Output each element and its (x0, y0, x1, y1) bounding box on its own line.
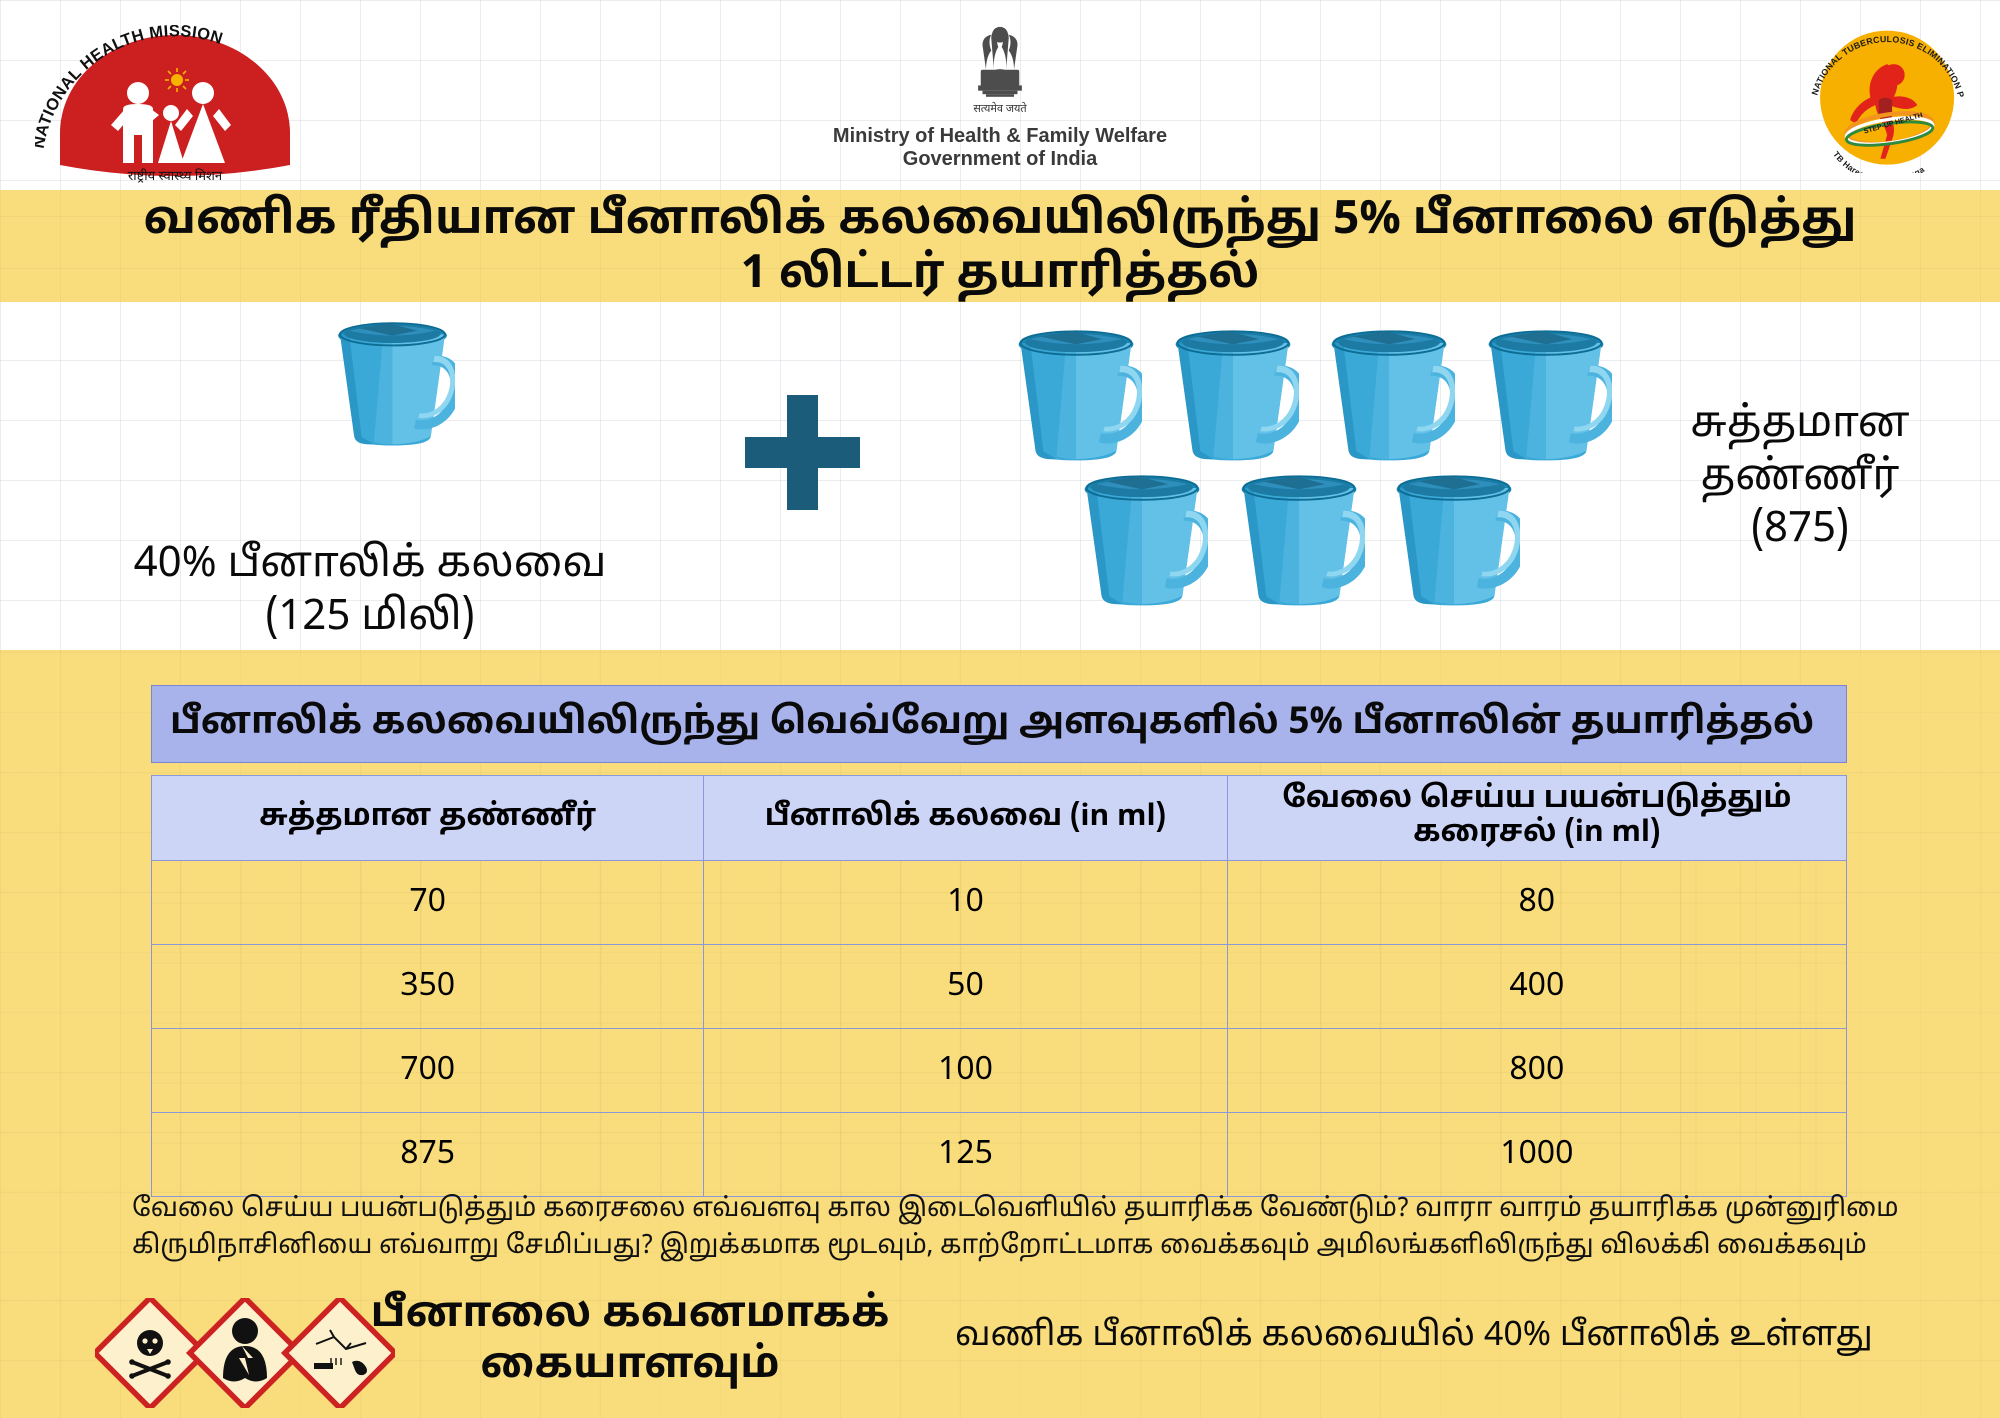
svg-text:राष्ट्रीय स्वास्थ्य मिशन: राष्ट्रीय स्वास्थ्य मिशन (128, 168, 223, 185)
